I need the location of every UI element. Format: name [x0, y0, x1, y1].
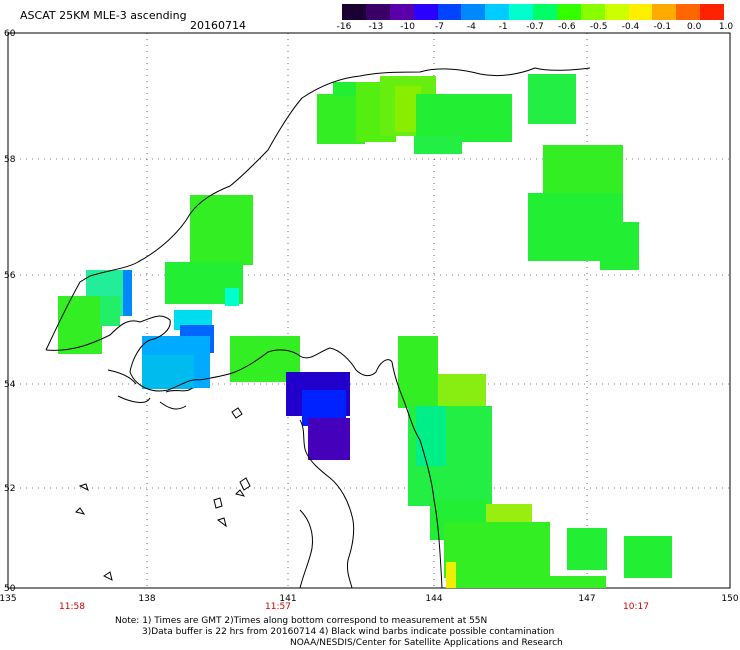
- colorbar-label: 0.0: [686, 22, 702, 32]
- colorbar-labels: -16 -13 -10 -7 -4 -1 -0.7 -0.6 -0.5 -0.4 -0.1 0.0 1.…: [330, 22, 734, 36]
- data-cell: [225, 288, 239, 306]
- colorbar-swatch: [533, 4, 557, 20]
- wind-data-cells: [58, 74, 672, 588]
- colorbar-label: -0.6: [558, 22, 576, 32]
- note-line-2: 3)Data buffer is 22 hrs from 20160714 4)…: [142, 627, 555, 637]
- lat-tick: 54: [4, 380, 16, 390]
- colorbar-swatch: [437, 4, 462, 20]
- colorbar-swatch: [509, 4, 533, 20]
- data-cell: [600, 222, 639, 270]
- colorbar-label: -0.4: [621, 22, 640, 32]
- colorbar-swatch: [700, 4, 724, 20]
- lat-tick: 52: [4, 484, 15, 494]
- axis-labels: 135 138 141 144 147 150 60 58 56 54 52 5…: [0, 29, 739, 604]
- colorbar-label: -10: [400, 22, 416, 32]
- colorbar-swatch: [365, 4, 390, 20]
- colorbar-swatch: [676, 4, 701, 20]
- data-cell: [444, 522, 550, 578]
- colorbar-label: -1: [498, 22, 508, 32]
- data-cell: [58, 296, 102, 354]
- colorbar-label: -7: [435, 22, 444, 32]
- colorbar-label: -0.5: [589, 22, 608, 32]
- colorbar-swatch: [485, 4, 510, 20]
- map-date: 20160714: [190, 19, 246, 32]
- data-cell: [567, 528, 607, 570]
- pass-time: 11:58: [59, 602, 85, 612]
- lon-tick: 147: [578, 594, 595, 604]
- data-cell: [398, 336, 438, 408]
- data-cell: [190, 195, 253, 265]
- pass-time: 10:17: [623, 602, 649, 612]
- data-cell: [528, 74, 576, 124]
- data-cell: [624, 536, 672, 578]
- lon-tick: 150: [721, 594, 738, 604]
- colorbar-swatch: [556, 4, 581, 20]
- map-title: ASCAT 25KM MLE-3 ascending: [20, 9, 187, 22]
- coastline: [45, 67, 591, 589]
- data-cell: [142, 355, 194, 389]
- colorbar-label: -4: [466, 22, 476, 32]
- note-line-1: Note: 1) Times are GMT 2)Times along bot…: [115, 616, 488, 626]
- data-cell: [100, 296, 120, 326]
- colorbar-swatch: [628, 4, 653, 20]
- colorbar-label: -0.1: [653, 22, 672, 32]
- colorbar-swatch: [580, 4, 605, 20]
- colorbar-swatch: [389, 4, 414, 20]
- pass-time: 11:57: [265, 602, 291, 612]
- colorbar-swatch: [413, 4, 438, 20]
- lat-tick: 58: [4, 155, 16, 165]
- note-line-3: NOAA/NESDIS/Center for Satellite Applica…: [290, 638, 563, 648]
- lat-tick: 60: [4, 29, 16, 39]
- colorbar-swatch: [342, 4, 366, 20]
- colorbar: [342, 4, 724, 20]
- data-cell: [414, 136, 462, 154]
- lon-tick: 141: [279, 594, 296, 604]
- data-cell: [333, 82, 363, 96]
- data-cell: [446, 576, 606, 588]
- lon-tick: 144: [425, 594, 442, 604]
- data-cell: [416, 94, 512, 142]
- colorbar-label: -13: [368, 22, 384, 32]
- lon-tick: 135: [0, 594, 17, 604]
- colorbar-swatch: [604, 4, 629, 20]
- lat-tick: 56: [4, 271, 16, 281]
- colorbar-label: 1.0: [718, 22, 734, 32]
- data-cell: [123, 270, 132, 316]
- lon-tick: 138: [138, 594, 155, 604]
- lat-tick: 50: [4, 584, 16, 594]
- map-frame: [7, 32, 731, 589]
- colorbar-swatch: [461, 4, 486, 20]
- pass-times: 11:58 11:57 10:17: [59, 602, 649, 612]
- data-cell: [308, 418, 350, 460]
- data-cell: [446, 562, 456, 588]
- colorbar-label: -16: [336, 22, 352, 32]
- colorbar-swatch: [652, 4, 677, 20]
- data-cell: [416, 406, 446, 466]
- colorbar-label: -0.7: [526, 22, 544, 32]
